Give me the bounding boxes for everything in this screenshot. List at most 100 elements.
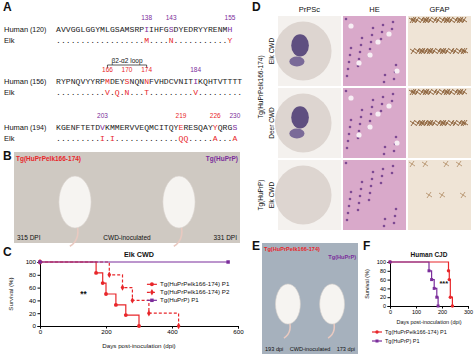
astrocyte (441, 120, 447, 126)
vacuole (367, 52, 372, 57)
legend: Tg(HuPrPelk166-174) P1Tg(HuPrP) P1 (372, 329, 447, 344)
x-tick: 400 (167, 326, 178, 335)
micrograph (343, 160, 406, 230)
x-axis-title: Days post-inoculation (dpi) (102, 342, 175, 349)
vacuole (356, 60, 361, 65)
astrocyte (432, 89, 438, 95)
astrocyte (441, 48, 447, 54)
residue-number: 203 (97, 112, 108, 119)
panel-letter: C (3, 245, 12, 259)
nucleus (384, 74, 387, 77)
species-label: Human (4, 123, 28, 132)
nucleus (345, 90, 348, 93)
marker (107, 272, 111, 278)
marker (38, 260, 42, 264)
nucleus (381, 31, 384, 34)
nucleus (394, 215, 397, 218)
legend-marker (376, 340, 379, 343)
plot-area (38, 259, 230, 329)
nucleus (383, 153, 386, 156)
astrocyte (461, 17, 467, 23)
y-tick-mark (38, 300, 41, 301)
marker (389, 261, 392, 264)
residue: . (237, 88, 242, 97)
legend-label: Tg(HuPrPelk166-174) P2 (160, 288, 230, 295)
species-label: Elk (4, 88, 15, 97)
marker (101, 281, 105, 285)
astrocyte (411, 89, 417, 95)
astrocyte (462, 120, 468, 126)
residue-number: 226 (210, 112, 221, 119)
x-tick-label: 300 (464, 309, 473, 315)
x-tick: 200 (101, 326, 112, 335)
y-tick: 40 (380, 286, 390, 292)
vacuole (375, 111, 380, 116)
nucleus (391, 28, 394, 31)
nucleus (348, 61, 351, 64)
mouse-label: Tg(HuPrP) (206, 155, 238, 163)
y-tick-mark (38, 288, 41, 289)
astrocyte (445, 89, 451, 95)
chart-title: Elk CWD (124, 250, 154, 259)
prpsc-stain (291, 106, 309, 128)
panel-letter: D (252, 0, 261, 14)
start-label: (120) (30, 26, 46, 34)
y-tick-mark (38, 275, 41, 276)
time-label: 331 DPI (214, 234, 238, 241)
marker (38, 260, 41, 263)
marker (114, 303, 118, 307)
nucleus (391, 172, 394, 175)
nucleus (383, 225, 386, 228)
y-tick-label: 40 (29, 297, 36, 304)
marker (38, 259, 42, 265)
nucleus (372, 171, 375, 174)
nucleus (359, 51, 362, 54)
astrocyte (409, 161, 415, 167)
nucleus (346, 147, 349, 150)
micrograph-bg (408, 88, 471, 158)
sequence: RYPNQVYYRPMDEYSNQNNFVHDCVNITIKQHTVTTTT (56, 77, 242, 86)
y-tick: 20 (29, 310, 40, 317)
nucleus (382, 96, 385, 99)
nucleus (369, 192, 372, 195)
astrocyte (424, 89, 430, 95)
nucleus (371, 34, 374, 37)
y-tick-mark (388, 280, 391, 281)
residue-number: 170 (122, 66, 133, 73)
micrograph-bg (408, 16, 471, 86)
y-axis: 020406080100 (377, 259, 391, 309)
column-header: HE (369, 5, 379, 14)
micrograph (408, 88, 471, 158)
legend-label: Tg(HuPrPelk166-174) P1 (160, 280, 230, 287)
nucleus (370, 41, 373, 44)
nucleus (384, 218, 387, 221)
micrograph (275, 160, 341, 230)
y-tick: 0 (383, 303, 390, 309)
micrograph-bg (343, 88, 406, 158)
vacuole (348, 95, 353, 100)
y-tick: 100 (26, 258, 40, 265)
marker (428, 269, 431, 272)
nucleus (371, 178, 374, 181)
y-tick: 20 (380, 294, 390, 300)
nucleus (346, 219, 349, 222)
nucleus (350, 191, 353, 194)
photo (262, 243, 358, 354)
residue: Y (228, 36, 233, 45)
legend-marker (375, 330, 378, 333)
nucleus (391, 100, 394, 103)
nucleus (368, 199, 371, 202)
y-axis-title: Survival (%) (7, 277, 14, 310)
y-tick-label: 100 (377, 259, 386, 265)
row-label: Elk CWD (268, 38, 275, 65)
marker (121, 284, 125, 290)
nucleus (392, 165, 395, 168)
x-tick: 0 (389, 306, 392, 315)
y-tick-label: 20 (380, 294, 386, 300)
y-tick-label: 40 (380, 286, 386, 292)
sequence: ..........V.Q.N...T.........V......... (56, 88, 242, 97)
marker (451, 304, 454, 307)
mouse (59, 176, 91, 228)
y-tick-label: 60 (380, 277, 386, 283)
marker (430, 278, 433, 281)
